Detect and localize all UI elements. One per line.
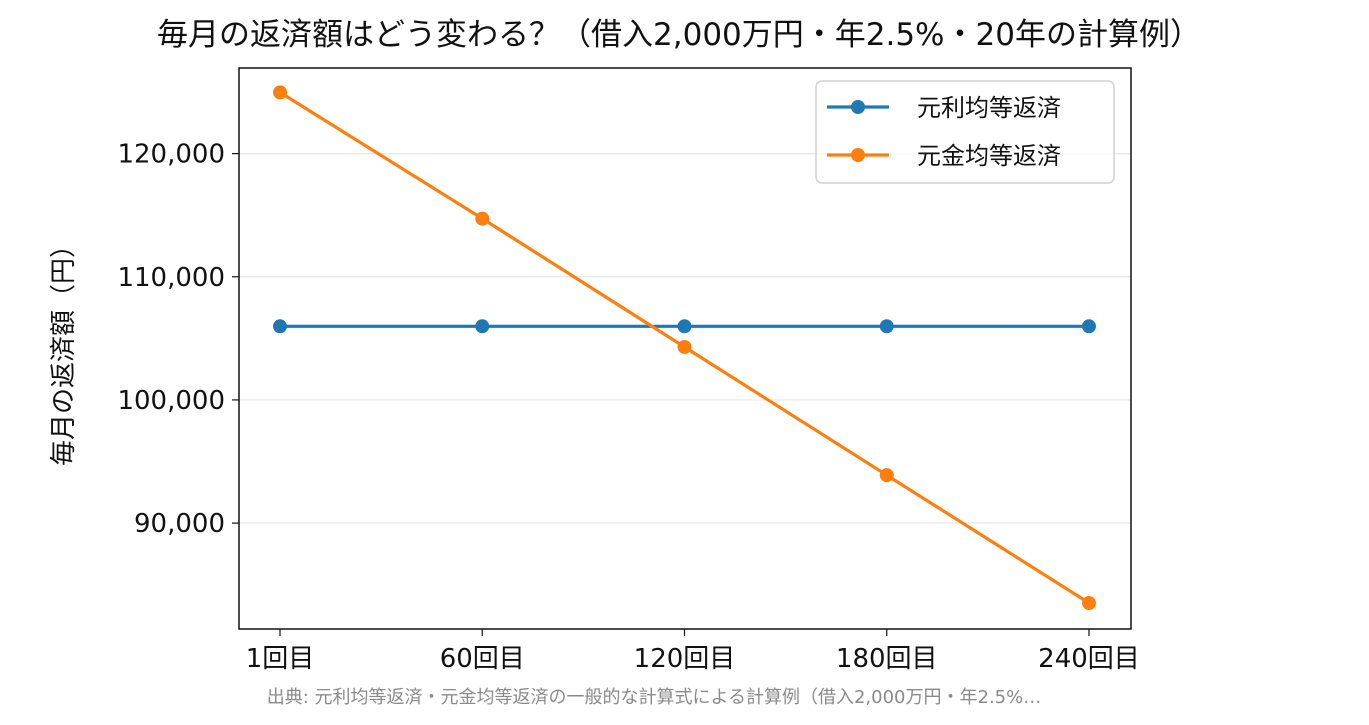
source-note: 出典: 元利均等返済・元金均等返済の一般的な計算式による計算例（借入2,000万…: [267, 687, 1042, 708]
gridlines: [239, 152, 1131, 524]
x-tick-label: 240回目: [1038, 644, 1140, 674]
chart-title: 毎月の返済額はどう変わる？（借入2,000万円・年2.5%・20年の計算例）: [157, 17, 1201, 53]
x-tick-label: 1回目: [246, 644, 315, 674]
series-1-point: [677, 319, 692, 334]
x-axis: 1回目 60回目 120回目 180回目 240回目: [246, 629, 1140, 674]
y-tick-label: 90,000: [134, 509, 225, 539]
legend-label-2: 元金均等返済: [917, 142, 1061, 170]
y-axis: 90,000 100,000 110,000 120,000: [117, 140, 239, 539]
series-2-point: [1082, 596, 1096, 611]
series-1-point: [273, 319, 287, 334]
series-2-point: [677, 339, 692, 354]
x-tick-label: 60回目: [440, 644, 525, 674]
legend-marker-2: [851, 148, 865, 162]
series-1-point: [1082, 319, 1096, 334]
legend-label-1: 元利均等返済: [917, 94, 1061, 122]
y-tick-label: 100,000: [117, 386, 225, 416]
legend-box: [815, 80, 1115, 184]
y-tick-label: 120,000: [117, 140, 225, 170]
x-tick-label: 180回目: [836, 644, 938, 674]
series-1-point: [879, 319, 894, 334]
series-layer: [273, 85, 1096, 611]
series-1-point: [475, 319, 490, 334]
series-2-point: [475, 211, 490, 226]
legend-marker-1: [851, 100, 865, 114]
x-tick-label: 120回目: [634, 644, 736, 674]
series-2-point: [273, 85, 287, 100]
y-tick-label: 110,000: [117, 263, 225, 293]
y-axis-label: 毎月の返済額（円）: [49, 232, 79, 466]
series-2-point: [879, 468, 894, 483]
